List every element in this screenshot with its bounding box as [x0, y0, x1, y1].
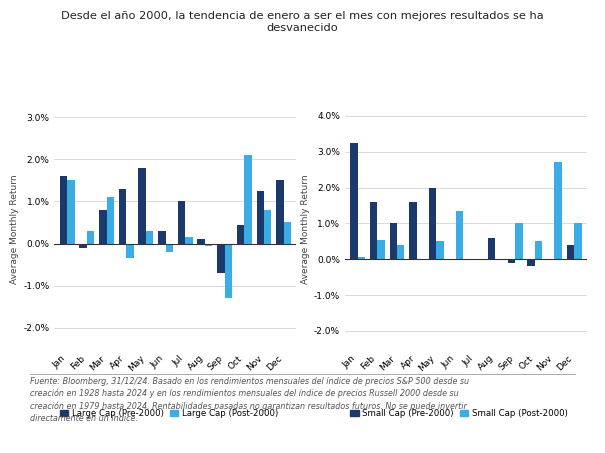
Bar: [574, 223, 581, 259]
Bar: [146, 231, 154, 244]
Bar: [166, 244, 173, 252]
Bar: [178, 202, 185, 244]
Bar: [257, 191, 264, 244]
Bar: [244, 155, 252, 244]
Bar: [429, 188, 436, 259]
Text: Desde el año 2000, la tendencia de enero a ser el mes con mejores resultados se : Desde el año 2000, la tendencia de enero…: [61, 11, 544, 33]
Bar: [87, 231, 94, 244]
Bar: [370, 202, 378, 259]
Bar: [79, 244, 87, 248]
Bar: [436, 241, 444, 259]
Bar: [554, 163, 562, 259]
Legend: Large Cap (Pre-2000), Large Cap (Post-2000): Large Cap (Pre-2000), Large Cap (Post-20…: [56, 406, 281, 422]
Bar: [119, 189, 126, 244]
Bar: [185, 237, 193, 244]
Text: Fuente: Bloomberg, 31/12/24. Basado en los rendimientos mensuales del índice de : Fuente: Bloomberg, 31/12/24. Basado en l…: [30, 377, 469, 423]
Bar: [350, 143, 358, 259]
Bar: [284, 222, 291, 244]
Bar: [535, 241, 542, 259]
Bar: [197, 239, 205, 244]
Bar: [409, 202, 417, 259]
Bar: [378, 240, 385, 259]
Bar: [99, 210, 106, 244]
Y-axis label: Average Monthly Return: Average Monthly Return: [10, 174, 19, 284]
Bar: [358, 257, 365, 259]
Bar: [515, 223, 523, 259]
Bar: [158, 231, 166, 244]
Bar: [67, 180, 74, 244]
Bar: [508, 259, 515, 263]
Bar: [106, 197, 114, 244]
Bar: [390, 223, 397, 259]
Bar: [126, 244, 134, 258]
Bar: [456, 211, 463, 259]
Y-axis label: Average Monthly Return: Average Monthly Return: [301, 174, 310, 284]
Bar: [488, 238, 495, 259]
Bar: [237, 225, 244, 244]
Bar: [276, 180, 284, 244]
Bar: [224, 244, 232, 298]
Bar: [264, 210, 272, 244]
Bar: [397, 245, 405, 259]
Bar: [205, 244, 212, 246]
Bar: [527, 259, 535, 266]
Bar: [60, 176, 67, 244]
Legend: Small Cap (Pre-2000), Small Cap (Post-2000): Small Cap (Pre-2000), Small Cap (Post-20…: [347, 406, 571, 422]
Bar: [139, 168, 146, 244]
Bar: [567, 245, 574, 259]
Bar: [217, 244, 224, 273]
